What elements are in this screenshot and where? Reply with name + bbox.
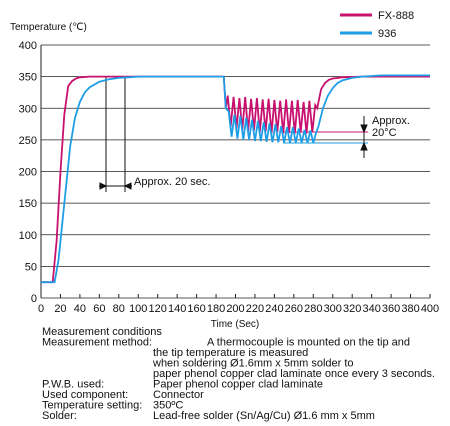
x-tick-label: 260 [285, 303, 303, 315]
notes-label: Measurement method: [42, 337, 152, 349]
notes-text: Connector [153, 389, 204, 401]
x-tick-label: 340 [362, 303, 380, 315]
y-tick-label: 300 [19, 103, 37, 115]
x-tick-label: 220 [246, 303, 264, 315]
x-tick-label: 280 [304, 303, 322, 315]
notes-text: Paper phenol copper clad laminate [153, 379, 323, 391]
x-tick-label: 20 [54, 303, 66, 315]
notes-text: paper phenol copper clad laminate once e… [153, 368, 435, 380]
notes-text: A thermocouple is mounted on the tip and [207, 337, 410, 349]
x-tick-label: 200 [226, 303, 244, 315]
notes-label: Temperature setting: [42, 400, 142, 412]
x-tick-label: 0 [38, 303, 44, 315]
notes-heading: Measurement conditions [42, 326, 162, 338]
x-tick-label: 400 [421, 303, 439, 315]
y-tick-label: 350 [19, 72, 37, 84]
legend-label: 936 [378, 28, 396, 40]
x-axis-label: Time (Sec) [211, 319, 260, 330]
x-tick-label: 100 [129, 303, 147, 315]
series-line [41, 74, 430, 284]
annotations [99, 77, 368, 192]
y-tick-label: 400 [19, 40, 37, 52]
y-tick-label: 0 [31, 293, 37, 305]
notes-label: Solder: [42, 410, 77, 422]
y-tick-label: 50 [25, 261, 37, 273]
x-tick-label: 160 [187, 303, 205, 315]
notes-label: P.W.B. used: [42, 379, 104, 391]
x-tick-label: 180 [207, 303, 225, 315]
notes-text: 350ºC [153, 400, 183, 412]
x-tick-label: 60 [93, 303, 105, 315]
x-tick-label: 120 [149, 303, 167, 315]
x-tick-label: 360 [382, 303, 400, 315]
y-tick-label: 100 [19, 230, 37, 242]
series-line [41, 75, 430, 284]
y-axis-label: Temperature (℃) [10, 22, 87, 33]
annotation: Approx. 20 sec. [134, 176, 210, 188]
y-tick-label: 150 [19, 198, 37, 210]
notes-label: Used component: [42, 389, 128, 401]
notes-text: when soldering Ø1.6mm x 5mm solder to [152, 358, 354, 370]
x-tick-label: 380 [401, 303, 419, 315]
notes-text: the tip temperature is measured [153, 347, 308, 359]
x-tick-label: 240 [265, 303, 283, 315]
y-tick-label: 200 [19, 167, 37, 179]
annotation: Approx. [372, 115, 410, 127]
x-tick-label: 140 [168, 303, 186, 315]
annotation: 20°C [372, 127, 397, 139]
annotation-arrow [99, 182, 132, 190]
annotation-arrow [360, 124, 368, 151]
notes-text: Lead-free solder (Sn/Ag/Cu) Ø1.6 mm x 5m… [153, 410, 375, 422]
x-tick-label: 40 [74, 303, 86, 315]
x-tick-label: 320 [343, 303, 361, 315]
y-tick-label: 250 [19, 135, 37, 147]
x-tick-label: 300 [324, 303, 342, 315]
legend-label: FX-888 [378, 10, 414, 22]
x-tick-label: 80 [113, 303, 125, 315]
